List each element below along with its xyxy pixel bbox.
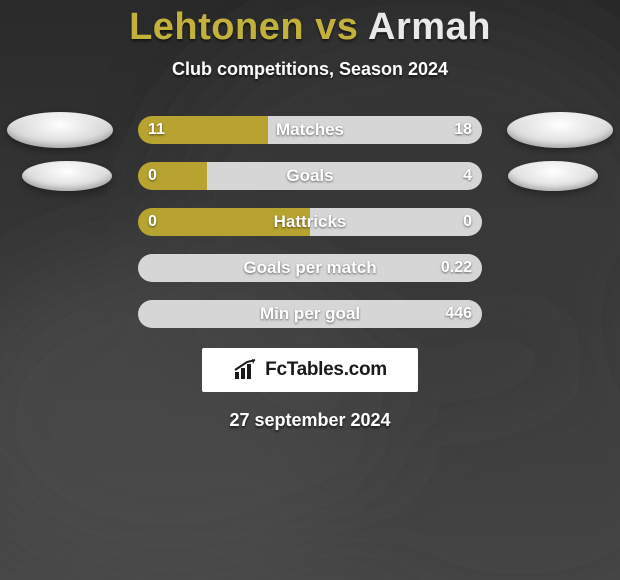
logo-box[interactable]: FcTables.com [202, 348, 418, 392]
title-player-left: Lehtonen [129, 6, 304, 48]
chart-icon [233, 359, 259, 381]
bar-track [138, 162, 482, 190]
stat-row: Hattricks00 [0, 208, 620, 236]
bar-segment-right [138, 300, 482, 328]
subtitle: Club competitions, Season 2024 [172, 59, 448, 80]
bar-track [138, 300, 482, 328]
stat-value-right: 0 [463, 208, 472, 236]
bar-segment-right [310, 208, 482, 236]
stat-row: Goals per match0.22 [0, 254, 620, 282]
stat-value-left: 11 [148, 116, 165, 144]
stat-value-right: 4 [463, 162, 472, 190]
stat-value-right: 0.22 [441, 254, 472, 282]
player-disc [22, 161, 112, 191]
stat-row: Goals04 [0, 162, 620, 190]
stats-area: Matches1118Goals04Hattricks00Goals per m… [0, 116, 620, 328]
player-disc [7, 112, 113, 148]
stat-value-right: 18 [454, 116, 472, 144]
page-title: Lehtonen vs Armah [129, 6, 491, 49]
bar-segment-left [138, 208, 310, 236]
bar-track [138, 254, 482, 282]
bar-segment-right [207, 162, 482, 190]
logo-text: FcTables.com [265, 359, 387, 381]
stat-value-left: 0 [148, 162, 157, 190]
bar-segment-right [138, 254, 482, 282]
title-vs: vs [304, 6, 368, 48]
bar-track [138, 116, 482, 144]
player-disc [508, 161, 598, 191]
title-player-right: Armah [368, 6, 491, 48]
stat-value-right: 446 [445, 300, 472, 328]
date-line: 27 september 2024 [229, 410, 390, 431]
player-disc [507, 112, 613, 148]
stat-value-left: 0 [148, 208, 157, 236]
bar-track [138, 208, 482, 236]
stat-row: Matches1118 [0, 116, 620, 144]
bar-segment-right [268, 116, 482, 144]
stat-row: Min per goal446 [0, 300, 620, 328]
